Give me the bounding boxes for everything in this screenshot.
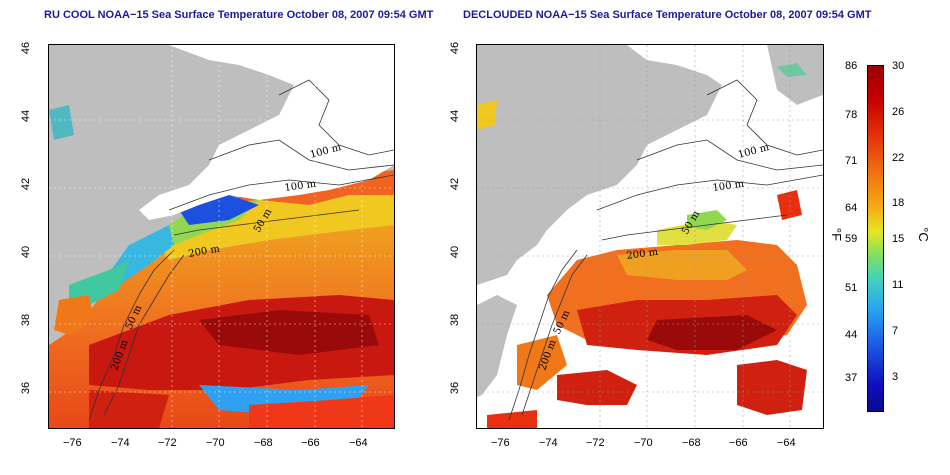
x-tick: −72: [586, 437, 605, 449]
cb-c-tick: 22: [892, 152, 905, 164]
colorbar: [867, 65, 884, 412]
x-tick: −64: [349, 437, 368, 449]
cb-c-tick: 30: [892, 60, 905, 72]
x-tick: −74: [539, 437, 558, 449]
x-tick: −66: [301, 437, 320, 449]
y-tick: 38: [449, 313, 462, 327]
left-map-title: RU COOL NOAA−15 Sea Surface Temperature …: [44, 9, 434, 21]
y-tick: 44: [449, 109, 462, 123]
y-tick: 36: [449, 381, 462, 395]
right-map-title: DECLOUDED NOAA−15 Sea Surface Temperatur…: [463, 9, 872, 21]
cb-c-tick: 11: [892, 279, 904, 291]
fahrenheit-unit-label: °F: [829, 227, 845, 242]
x-tick: −66: [729, 437, 748, 449]
x-tick: −70: [206, 437, 225, 449]
right-sst-map: 100 m 100 m 200 m 50 m 200 m 50 m: [476, 44, 824, 429]
cb-c-tick: 15: [892, 233, 905, 245]
cb-f-tick: 86: [845, 60, 858, 72]
contour-label: 200 m: [626, 247, 659, 262]
cb-f-tick: 64: [845, 202, 858, 214]
x-tick: −74: [111, 437, 130, 449]
celsius-unit-label: °C: [915, 227, 931, 242]
cb-f-tick: 51: [845, 282, 858, 294]
x-tick: −76: [63, 437, 82, 449]
y-tick: 36: [20, 381, 33, 395]
cb-f-tick: 44: [845, 329, 858, 341]
x-tick: −72: [158, 437, 177, 449]
x-tick: −68: [254, 437, 273, 449]
y-tick: 42: [20, 177, 33, 191]
cb-f-tick: 59: [845, 233, 858, 245]
cb-c-tick: 7: [892, 325, 899, 337]
contour-label: 100 m: [284, 179, 317, 194]
x-tick: −76: [491, 437, 510, 449]
y-tick: 44: [20, 109, 33, 123]
cb-f-tick: 37: [845, 372, 858, 384]
y-tick: 46: [449, 41, 462, 55]
y-tick: 40: [20, 245, 33, 259]
cb-c-tick: 18: [892, 197, 905, 209]
cb-c-tick: 3: [892, 371, 899, 383]
y-tick: 46: [20, 41, 33, 55]
left-sst-map: 100 m 100 m 200 m 50 m 200 m 50 m: [48, 44, 395, 429]
y-tick: 40: [449, 245, 462, 259]
contour-label: 100 m: [712, 179, 745, 194]
y-tick: 42: [449, 177, 462, 191]
cb-f-tick: 71: [845, 155, 858, 167]
y-tick: 38: [20, 313, 33, 327]
x-tick: −68: [682, 437, 701, 449]
x-tick: −64: [777, 437, 796, 449]
cb-f-tick: 78: [845, 109, 858, 121]
x-tick: −70: [634, 437, 653, 449]
cb-c-tick: 26: [892, 106, 905, 118]
